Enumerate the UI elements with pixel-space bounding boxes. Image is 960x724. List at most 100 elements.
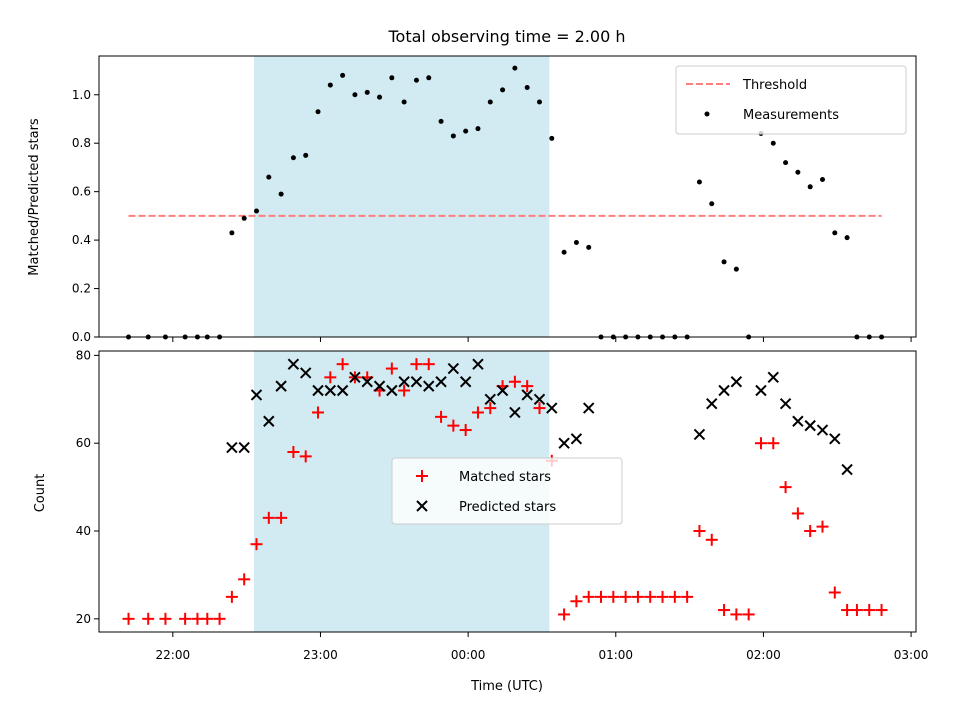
measurement-point: [536, 99, 542, 105]
predicted-star-mark-b: [509, 406, 521, 419]
measurement-point: [844, 235, 850, 241]
matched-star-point: [718, 604, 731, 617]
top-y-tick-label: 0.8: [72, 136, 91, 150]
measurement-point: [819, 177, 825, 183]
top-y-tick-label: 0.0: [72, 330, 91, 344]
measurement-point: [463, 128, 469, 134]
measurement-point: [364, 89, 370, 95]
measurement-point: [475, 126, 481, 132]
measurement-point: [487, 99, 493, 105]
predicted-star-point: [410, 376, 423, 388]
matched-star-point: [435, 410, 448, 423]
matched-star-point: [275, 511, 288, 524]
predicted-star-point: [287, 358, 300, 370]
matched-star-point: [791, 507, 804, 520]
x-tick-label: 01:00: [598, 648, 633, 662]
predicted-star-mark-b: [792, 415, 804, 427]
predicted-star-point: [300, 367, 312, 379]
predicted-star-mark-b: [570, 433, 583, 445]
predicted-star-point: [484, 393, 496, 406]
matched-star-point: [607, 590, 620, 603]
measurement-point: [832, 230, 838, 236]
predicted-star-mark-b: [755, 384, 767, 397]
predicted-star-point: [779, 397, 792, 410]
bottom-plot-frame: [98, 350, 917, 633]
predicted-star-point: [386, 384, 398, 397]
predicted-star-mark-b: [558, 437, 570, 449]
measurement-point: [315, 109, 321, 115]
predicted-star-mark-b: [361, 376, 373, 388]
predicted-star-mark-b: [300, 367, 312, 379]
matched-star-point: [324, 371, 337, 384]
matched-star-point: [508, 375, 521, 388]
predicted-star-mark-b: [730, 376, 743, 388]
measurement-point: [696, 179, 702, 185]
measurement-point: [807, 184, 813, 190]
predicted-star-point: [435, 376, 447, 388]
predicted-star-point: [755, 384, 767, 397]
predicted-star-point: [275, 380, 287, 392]
top-legend: Threshold Measurements: [675, 65, 907, 135]
predicted-star-point: [533, 393, 546, 406]
matched-star-point: [644, 590, 657, 603]
measurement-point: [573, 240, 579, 246]
x-tick-label: 02:00: [746, 648, 781, 662]
predicted-star-mark-b: [349, 371, 361, 384]
predicted-star-point: [767, 371, 779, 384]
measurement-point: [721, 259, 727, 265]
matched-star-point: [656, 590, 669, 603]
ratio-panel: 0.0 0.2 0.4 0.6 0.8 1.0: [72, 55, 917, 344]
measurement-point: [389, 75, 395, 81]
matched-star-point: [312, 406, 325, 419]
matched-star-point: [250, 538, 263, 551]
legend-measurements-swatch: [704, 111, 710, 117]
predicted-star-mark-b: [435, 376, 447, 388]
top-y-tick-label: 0.2: [72, 282, 91, 296]
measurement-point: [340, 72, 346, 78]
legend-measurements-label: Measurements: [743, 108, 839, 123]
matched-star-point: [828, 586, 841, 599]
matched-star-point: [570, 595, 583, 608]
measurement-point: [303, 152, 309, 158]
matched-star-point: [742, 608, 755, 621]
matched-star-point: [582, 590, 595, 603]
measurement-point: [512, 65, 518, 71]
matched-star-point: [213, 612, 226, 625]
predicted-star-point: [336, 384, 349, 397]
measurement-point: [413, 77, 419, 83]
predicted-star-point: [312, 384, 324, 397]
matched-star-point: [705, 533, 718, 546]
predicted-star-mark-b: [459, 376, 472, 388]
predicted-star-mark-b: [386, 384, 398, 397]
matched-star-point: [410, 358, 423, 371]
matched-star-point: [863, 604, 876, 617]
predicted-star-mark-b: [546, 402, 558, 414]
measurement-point: [795, 169, 801, 175]
bottom-y-axis-label: Count: [33, 474, 48, 513]
x-tick-label: 22:00: [156, 648, 191, 662]
legend-predicted-label: Predicted stars: [459, 500, 556, 515]
predicted-star-point: [250, 389, 263, 401]
predicted-star-point: [693, 428, 706, 441]
predicted-star-point: [546, 402, 558, 414]
measurement-point: [783, 160, 789, 166]
predicted-star-point: [509, 406, 521, 419]
matched-star-point: [225, 590, 238, 603]
matched-star-point: [804, 525, 817, 538]
predicted-star-point: [841, 463, 853, 476]
predicted-star-point: [472, 358, 484, 370]
predicted-star-point: [373, 380, 386, 392]
bottom-y-tick-label: 40: [76, 524, 91, 538]
measurement-point: [561, 249, 567, 255]
matched-star-point: [668, 590, 681, 603]
predicted-star-mark-b: [804, 419, 816, 432]
predicted-star-point: [718, 384, 730, 397]
x-tick-label: 03:00: [894, 648, 929, 662]
legend-predicted-swatch: [416, 500, 428, 512]
matched-star-point: [631, 590, 644, 603]
top-legend-box: [675, 65, 907, 135]
measurement-point: [377, 94, 383, 100]
matched-star-point: [179, 612, 192, 625]
predicted-star-mark-b: [275, 380, 287, 392]
predicted-star-point: [263, 415, 275, 427]
